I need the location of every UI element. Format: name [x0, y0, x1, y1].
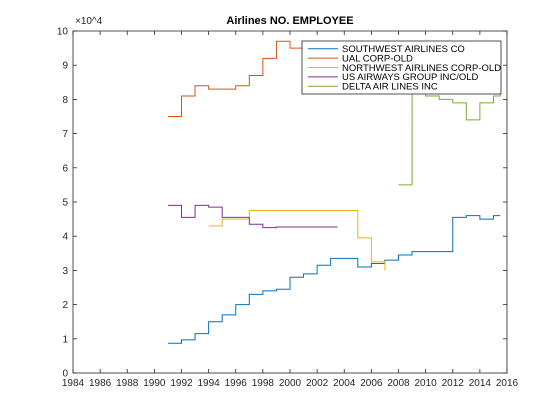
legend-label: UAL CORP-OLD [342, 53, 413, 64]
series-line-3 [208, 210, 386, 271]
x-tick-label: 1984 [62, 378, 85, 389]
x-tick-label: 2010 [415, 378, 438, 389]
y-tick-label: 1 [62, 334, 68, 345]
x-tick-label: 2002 [306, 378, 329, 389]
series-layer [167, 40, 501, 344]
legend-label: US AIRWAYS GROUP INC/OLD [342, 72, 479, 83]
y-tick-label: 8 [62, 95, 68, 106]
legend-label: NORTHWEST AIRLINES CORP-OLD [342, 63, 501, 74]
legend-label: DELTA AIR LINES INC [342, 82, 438, 93]
x-tick-label: 1998 [252, 378, 275, 389]
x-tick-label: 2014 [469, 378, 492, 389]
axes-layer: 1984 1986 1988 1990 1992 1994 1996 1998 2000 2002… [57, 27, 519, 390]
x-tick-label: 1994 [198, 378, 221, 389]
series-line-4 [167, 204, 338, 229]
y-tick-label: 0 [62, 369, 68, 380]
y-tick-label: 2 [62, 300, 68, 311]
x-tick-label: 1992 [170, 378, 193, 389]
x-tick-label: 2012 [442, 378, 465, 389]
x-tick-label: 1986 [89, 378, 112, 389]
y-tick-label: 5 [62, 198, 68, 209]
legend-label: SOUTHWEST AIRLINES CO [342, 44, 465, 55]
x-tick-label: 2008 [387, 378, 410, 389]
y-tick-label: 3 [62, 266, 68, 277]
x-tick-label: 2016 [496, 378, 519, 389]
chart-title: Airlines NO. EMPLOYEE [226, 15, 353, 27]
y-tick-label: 4 [62, 232, 68, 243]
x-tick-label: 1996 [225, 378, 248, 389]
y-tick-label: 9 [62, 61, 68, 72]
x-tick-label: 2000 [279, 378, 302, 389]
x-tick-label: 1990 [143, 378, 166, 389]
series-line-2 [167, 40, 304, 117]
x-tick-label: 2006 [360, 378, 383, 389]
y-axis-multiplier: ×10^4 [75, 16, 103, 27]
y-tick-label: 10 [57, 27, 69, 38]
x-tick-label: 2004 [333, 378, 356, 389]
y-tick-label: 7 [62, 129, 68, 140]
x-tick-label: 1988 [116, 378, 139, 389]
series-line-1 [167, 215, 501, 344]
y-tick-label: 6 [62, 163, 68, 174]
